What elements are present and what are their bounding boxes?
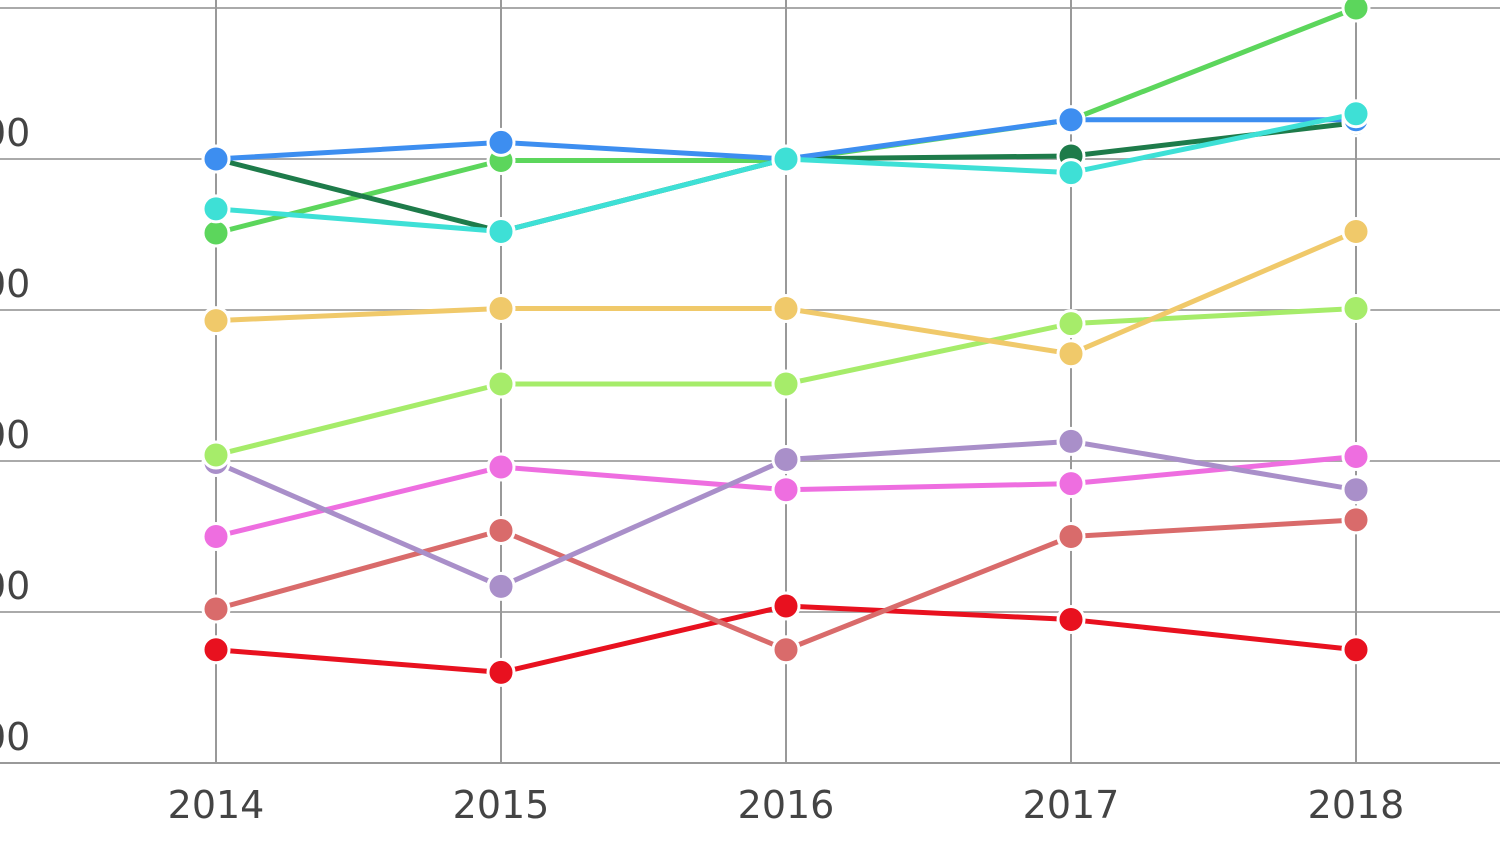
data-point xyxy=(1341,635,1371,665)
data-point xyxy=(1056,339,1086,369)
data-point xyxy=(1056,426,1086,456)
data-point xyxy=(1056,105,1086,135)
data-point xyxy=(201,218,231,248)
x-tick-label: 2015 xyxy=(453,783,550,827)
data-point xyxy=(771,635,801,665)
data-point xyxy=(201,440,231,470)
data-point xyxy=(1056,158,1086,188)
data-point xyxy=(1341,505,1371,535)
data-point xyxy=(486,657,516,687)
data-point xyxy=(486,515,516,545)
data-point xyxy=(201,194,231,224)
x-tick-label: 2017 xyxy=(1023,783,1120,827)
data-point xyxy=(486,452,516,482)
data-point xyxy=(486,571,516,601)
data-point xyxy=(1341,216,1371,246)
data-point xyxy=(771,369,801,399)
y-tick-label: 00 xyxy=(0,715,30,759)
data-point xyxy=(1056,522,1086,551)
data-point xyxy=(201,306,231,336)
data-point xyxy=(1056,309,1086,339)
y-axis-ticks: 00 00 00 00 00 xyxy=(0,111,30,759)
data-point xyxy=(1341,0,1371,23)
data-point xyxy=(771,475,801,505)
data-point xyxy=(486,216,516,246)
x-axis-ticks: 2014 2015 2016 2017 2018 xyxy=(168,783,1405,827)
data-point xyxy=(1341,293,1371,323)
y-tick-label: 00 xyxy=(0,564,30,608)
data-point xyxy=(1056,469,1086,499)
x-tick-label: 2014 xyxy=(168,783,265,827)
data-point xyxy=(1341,99,1371,129)
data-point xyxy=(1341,441,1371,471)
data-point xyxy=(771,293,801,323)
data-point xyxy=(771,144,801,174)
data-point xyxy=(771,591,801,621)
y-tick-label: 00 xyxy=(0,111,30,155)
data-point xyxy=(201,144,231,174)
x-tick-label: 2018 xyxy=(1308,783,1405,827)
data-point xyxy=(486,293,516,323)
data-point xyxy=(201,635,231,665)
data-point xyxy=(771,444,801,474)
series-group xyxy=(201,0,1371,687)
data-point xyxy=(1056,605,1086,635)
data-point xyxy=(201,594,231,624)
data-point xyxy=(486,127,516,157)
data-point xyxy=(486,369,516,399)
y-tick-label: 00 xyxy=(0,262,30,306)
data-point xyxy=(1341,475,1371,505)
y-tick-label: 00 xyxy=(0,413,30,457)
data-point xyxy=(201,522,231,551)
x-tick-label: 2016 xyxy=(738,783,835,827)
